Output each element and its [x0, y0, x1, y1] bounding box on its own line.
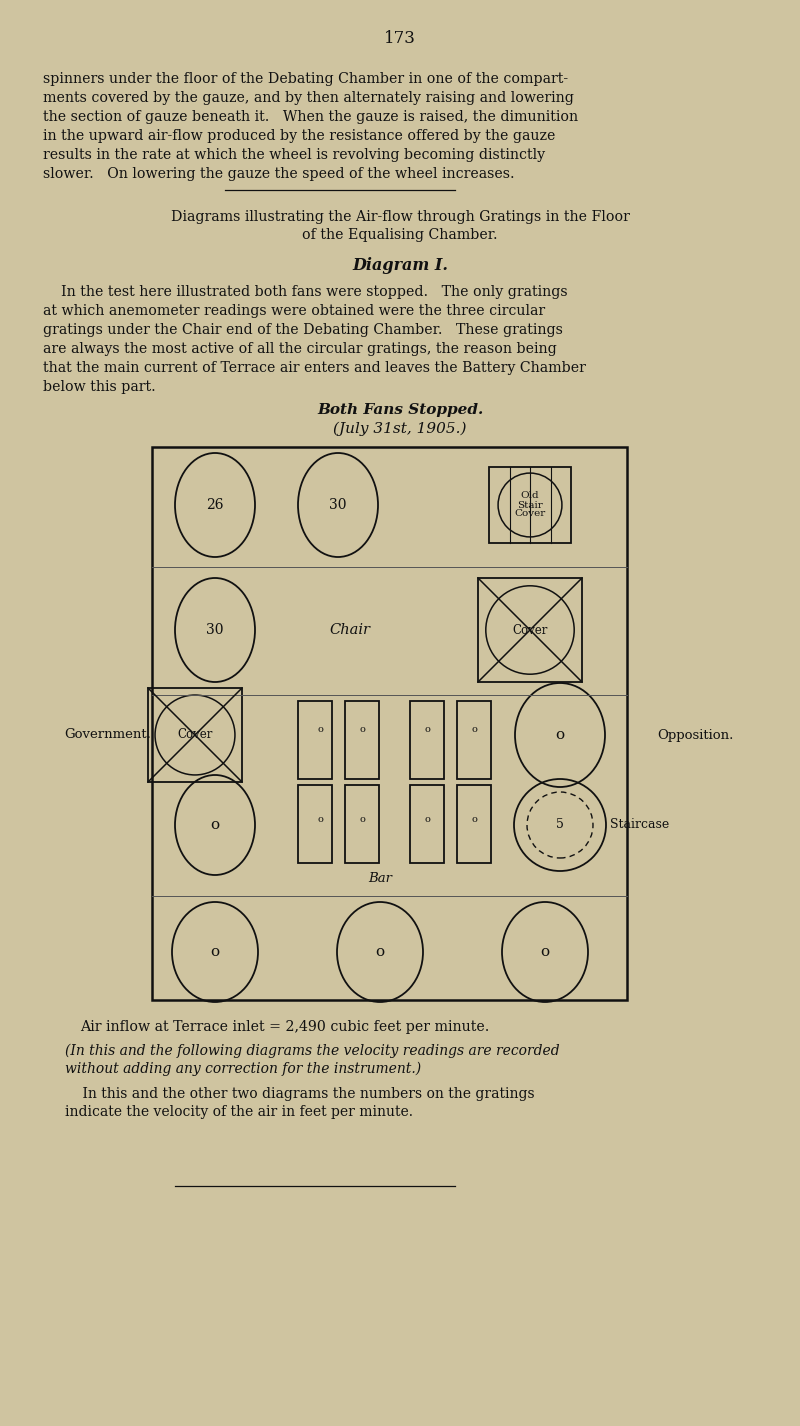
Text: o: o — [210, 819, 219, 831]
Bar — [410, 702, 444, 779]
Text: Staircase: Staircase — [610, 819, 670, 831]
Text: o: o — [424, 726, 430, 734]
Text: that the main current of Terrace air enters and leaves the Battery Chamber: that the main current of Terrace air ent… — [43, 361, 586, 375]
Text: (In this and the following diagrams the velocity readings are recorded: (In this and the following diagrams the … — [65, 1044, 560, 1058]
Text: Both Fans Stopped.: Both Fans Stopped. — [317, 404, 483, 416]
Text: Old: Old — [521, 492, 539, 501]
Bar — [345, 784, 379, 863]
Text: Air inflow at Terrace inlet = 2,490 cubic feet per minute.: Air inflow at Terrace inlet = 2,490 cubi… — [80, 1020, 490, 1034]
Text: are always the most active of all the circular gratings, the reason being: are always the most active of all the ci… — [43, 342, 557, 356]
Text: o: o — [424, 816, 430, 824]
Text: at which anemometer readings were obtained were the three circular: at which anemometer readings were obtain… — [43, 304, 545, 318]
Bar — [298, 784, 332, 863]
Text: In this and the other two diagrams the numbers on the gratings: In this and the other two diagrams the n… — [65, 1087, 534, 1101]
Text: Cover: Cover — [514, 509, 546, 519]
Bar — [457, 702, 491, 779]
Text: 173: 173 — [384, 30, 416, 47]
Text: o: o — [210, 945, 219, 960]
Text: o: o — [359, 726, 365, 734]
Text: o: o — [541, 945, 550, 960]
Bar — [410, 784, 444, 863]
Bar — [478, 578, 582, 682]
Text: gratings under the Chair end of the Debating Chamber.   These gratings: gratings under the Chair end of the Deba… — [43, 324, 563, 337]
Text: o: o — [471, 726, 477, 734]
Bar — [148, 687, 242, 781]
Text: o: o — [317, 816, 323, 824]
Text: o: o — [375, 945, 385, 960]
Text: Opposition.: Opposition. — [657, 729, 733, 742]
Text: Stair: Stair — [517, 501, 543, 509]
Text: 26: 26 — [206, 498, 224, 512]
Text: without adding any correction for the instrument.): without adding any correction for the in… — [65, 1062, 421, 1077]
Text: slower.   On lowering the gauze the speed of the wheel increases.: slower. On lowering the gauze the speed … — [43, 167, 514, 181]
Text: 30: 30 — [206, 623, 224, 637]
Text: Cover: Cover — [512, 623, 548, 636]
Bar — [298, 702, 332, 779]
Text: spinners under the floor of the Debating Chamber in one of the compart-: spinners under the floor of the Debating… — [43, 71, 568, 86]
Bar — [345, 702, 379, 779]
Text: Cover: Cover — [178, 729, 213, 742]
Text: Government.: Government. — [65, 729, 151, 742]
Text: the section of gauze beneath it.   When the gauze is raised, the dimunition: the section of gauze beneath it. When th… — [43, 110, 578, 124]
Text: of the Equalising Chamber.: of the Equalising Chamber. — [302, 228, 498, 242]
Text: Chair: Chair — [330, 623, 370, 637]
Text: Bar: Bar — [368, 871, 392, 884]
Text: indicate the velocity of the air in feet per minute.: indicate the velocity of the air in feet… — [65, 1105, 413, 1119]
Text: o: o — [359, 816, 365, 824]
Text: Diagrams illustrating the Air-flow through Gratings in the Floor: Diagrams illustrating the Air-flow throu… — [170, 210, 630, 224]
Text: ments covered by the gauze, and by then alternately raising and lowering: ments covered by the gauze, and by then … — [43, 91, 574, 106]
Text: o: o — [317, 726, 323, 734]
Bar — [457, 784, 491, 863]
Bar — [152, 446, 627, 1000]
Text: Diagram I.: Diagram I. — [352, 257, 448, 274]
Text: below this part.: below this part. — [43, 379, 156, 394]
Text: o: o — [471, 816, 477, 824]
Text: (July 31st, 1905.): (July 31st, 1905.) — [334, 422, 466, 436]
Text: results in the rate at which the wheel is revolving becoming distinctly: results in the rate at which the wheel i… — [43, 148, 545, 163]
Bar — [489, 466, 571, 543]
Text: In the test here illustrated both fans were stopped.   The only gratings: In the test here illustrated both fans w… — [43, 285, 568, 299]
Text: o: o — [555, 729, 565, 742]
Text: 30: 30 — [330, 498, 346, 512]
Text: 5: 5 — [556, 819, 564, 831]
Text: in the upward air-flow produced by the resistance offered by the gauze: in the upward air-flow produced by the r… — [43, 128, 555, 143]
